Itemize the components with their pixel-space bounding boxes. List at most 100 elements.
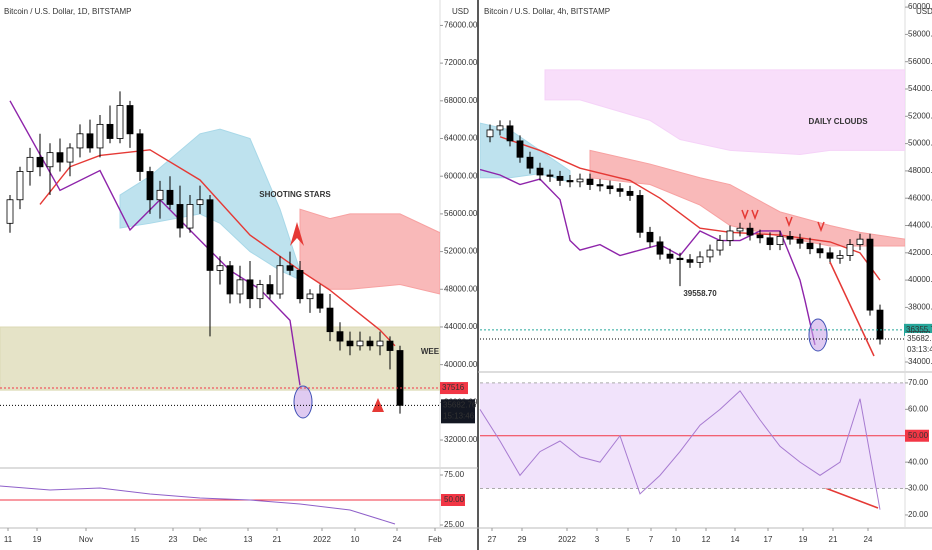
drawings <box>290 209 879 509</box>
y-tick-label: 76000.00 <box>444 21 478 30</box>
rsi-line <box>479 390 881 510</box>
candle-body <box>286 265 294 271</box>
x-tick-label: 5 <box>626 535 631 544</box>
candle-body <box>366 340 374 347</box>
candle-body <box>686 259 694 263</box>
x-tick-label: 29 <box>518 535 527 544</box>
y-tick-label: 44000.00 <box>444 322 478 331</box>
chart-title: Bitcoin / U.S. Dollar, 4h, BITSTAMP <box>484 7 610 16</box>
candle-body <box>276 265 284 295</box>
rsi-tick-label: 50.00 <box>908 431 929 440</box>
trend-arrow <box>819 485 879 509</box>
candle-body <box>46 152 54 168</box>
candle-body <box>836 255 844 259</box>
candle-body <box>586 178 594 185</box>
x-tick-label: 19 <box>33 535 42 544</box>
candle-body <box>336 331 344 342</box>
countdown-label: 03:13:45 <box>907 345 932 354</box>
candle-body <box>316 293 324 309</box>
candle-body <box>596 184 604 187</box>
candle-body <box>56 152 64 163</box>
candle-body <box>776 236 784 246</box>
rsi-tick-label: 40.00 <box>908 457 929 466</box>
candle-body <box>16 171 24 201</box>
candle-body <box>856 238 864 246</box>
x-tick-label: Feb <box>428 535 442 544</box>
candle-body <box>206 199 214 271</box>
candle-body <box>726 230 734 241</box>
cloud <box>544 69 905 156</box>
candle-body <box>756 234 764 239</box>
y-tick-label: 40000.00 <box>444 360 478 369</box>
rsi-tick-label: 50.00 <box>444 495 465 504</box>
candle-body <box>166 189 174 205</box>
rsi-tick-label: 75.00 <box>444 470 465 479</box>
candle-body <box>576 178 584 183</box>
x-tick-label: 10 <box>672 535 681 544</box>
candle-body <box>86 133 94 149</box>
candle-body <box>506 125 514 142</box>
x-tick-label: 14 <box>731 535 740 544</box>
candle-body <box>116 105 124 139</box>
candle-body <box>876 309 884 340</box>
last-price-label: 35682.76 <box>907 334 932 343</box>
currency-label: USD <box>916 7 932 16</box>
x-tick-label: 2022 <box>313 535 331 544</box>
candle-body <box>496 125 504 131</box>
candle-body <box>66 147 74 163</box>
candle-body <box>866 238 874 311</box>
countdown-label: 15:13:46 <box>443 411 475 420</box>
candle-body <box>246 279 254 300</box>
y-tick-label: 44000.00 <box>908 221 932 230</box>
last-price-box <box>441 399 475 424</box>
candle-body <box>136 133 144 172</box>
candle-body <box>536 167 544 176</box>
candle-body <box>636 195 644 233</box>
x-tick-label: Dec <box>193 535 207 544</box>
candle-body <box>146 171 154 201</box>
candle-body <box>556 175 564 181</box>
y-tick-label: 32000.00 <box>444 435 478 444</box>
y-tick-label: 68000.00 <box>444 96 478 105</box>
y-tick-label: 58000.00 <box>908 30 932 39</box>
candle-body <box>106 123 114 139</box>
candle-body <box>486 129 494 138</box>
rsi-tick-label: 70.00 <box>908 378 929 387</box>
candle-body <box>26 156 34 172</box>
candle-body <box>306 293 314 300</box>
arrow-markers <box>741 209 825 233</box>
rsi-line <box>0 485 396 525</box>
candle-body <box>736 227 744 232</box>
candle-body <box>236 279 244 295</box>
last-price-label: 35682.76 <box>443 400 477 409</box>
price-pane <box>480 69 905 346</box>
candle-body <box>76 133 84 149</box>
candle-body <box>846 244 854 256</box>
candle-body <box>256 284 264 300</box>
candle-body <box>376 340 384 347</box>
x-tick-label: 10 <box>351 535 360 544</box>
candle-body <box>826 252 834 259</box>
candle-body <box>796 238 804 244</box>
price-level-label: 37516 <box>442 383 465 392</box>
x-tick-label: 27 <box>488 535 497 544</box>
cloud <box>0 326 440 391</box>
x-tick-label: 21 <box>273 535 282 544</box>
candle-body <box>566 180 574 183</box>
highlight-circle <box>808 318 828 352</box>
candle-body <box>526 156 534 169</box>
y-tick-label: 38000.00 <box>908 303 932 312</box>
candle-body <box>626 190 634 196</box>
y-tick-label: 46000.00 <box>908 193 932 202</box>
candle-body <box>126 105 134 135</box>
candle-body <box>396 350 404 406</box>
candle-body <box>806 242 814 250</box>
x-tick-label: 11 <box>4 535 13 544</box>
x-tick-label: 19 <box>799 535 808 544</box>
candle-body <box>646 231 654 243</box>
candle-body <box>656 241 664 255</box>
rsi-level-box <box>905 429 929 442</box>
x-tick-label: 15 <box>131 535 140 544</box>
candle-body <box>766 237 774 246</box>
y-tick-label: 52000.00 <box>444 247 478 256</box>
